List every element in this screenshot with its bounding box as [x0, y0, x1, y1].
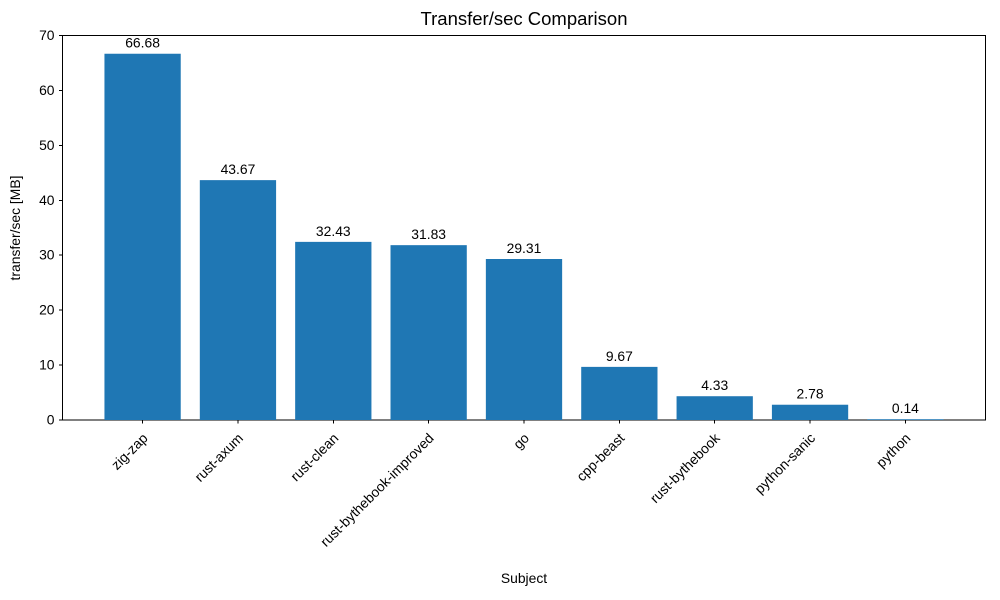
svg-text:32.43: 32.43: [316, 223, 351, 239]
svg-text:rust-axum: rust-axum: [191, 430, 246, 485]
svg-text:zig-zap: zig-zap: [108, 430, 151, 473]
svg-text:70: 70: [39, 27, 55, 43]
svg-text:31.83: 31.83: [411, 226, 446, 242]
svg-text:60: 60: [39, 82, 55, 98]
svg-text:0.14: 0.14: [892, 400, 919, 416]
svg-text:rust-bythebook: rust-bythebook: [647, 430, 723, 506]
svg-text:20: 20: [39, 302, 55, 318]
svg-text:30: 30: [39, 247, 55, 263]
svg-text:43.67: 43.67: [221, 161, 256, 177]
svg-text:python-sanic: python-sanic: [751, 430, 818, 497]
svg-text:go: go: [510, 430, 532, 452]
svg-text:0: 0: [47, 412, 55, 428]
svg-text:python: python: [873, 430, 914, 471]
svg-text:29.31: 29.31: [507, 240, 542, 256]
svg-text:4.33: 4.33: [701, 377, 728, 393]
svg-text:50: 50: [39, 137, 55, 153]
svg-text:10: 10: [39, 357, 55, 373]
svg-text:40: 40: [39, 192, 55, 208]
svg-text:cpp-beast: cpp-beast: [573, 430, 628, 485]
svg-text:2.78: 2.78: [797, 386, 824, 402]
svg-text:66.68: 66.68: [125, 35, 160, 51]
svg-text:9.67: 9.67: [606, 348, 633, 364]
svg-text:rust-bythebook-improved: rust-bythebook-improved: [317, 430, 437, 550]
svg-text:rust-clean: rust-clean: [287, 430, 341, 484]
